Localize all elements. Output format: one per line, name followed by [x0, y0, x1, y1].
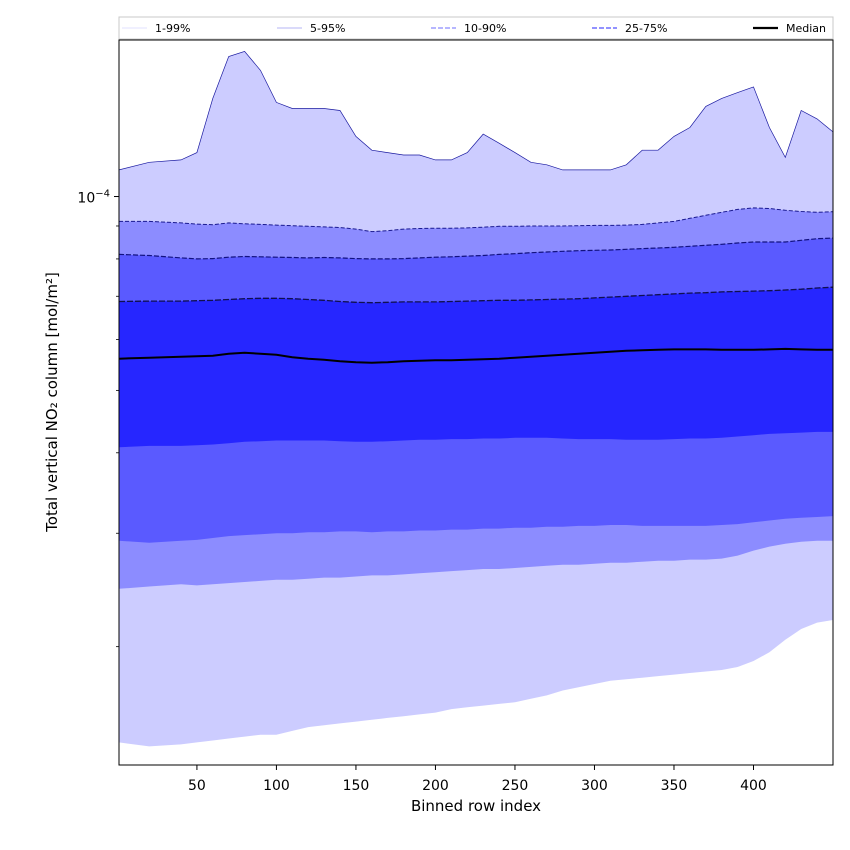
legend: 1-99% 5-95% 10-90% 25-75% Median	[118, 16, 834, 40]
line-p95	[119, 207, 833, 233]
y-axis-label: Total vertical NO₂ column [mol/m²]	[43, 272, 61, 533]
x-tick-label: 350	[661, 778, 688, 794]
x-axis-ticks: 50 100 150 200 250 300 350 400	[188, 765, 767, 794]
plot-frame	[118, 39, 834, 766]
legend-item: 10-90%	[431, 22, 506, 35]
legend-item: 25-75%	[592, 22, 667, 35]
legend-box	[118, 16, 834, 40]
x-tick-label: 400	[740, 778, 767, 794]
x-tick-label: 150	[343, 778, 370, 794]
percentile-bands	[119, 51, 833, 747]
line-p90	[119, 237, 833, 260]
legend-item: 1-99%	[122, 22, 190, 35]
legend-label: Median	[786, 22, 826, 35]
x-tick-label: 250	[502, 778, 529, 794]
legend-item: 5-95%	[277, 22, 345, 35]
y-axis-ticks: 10−4	[77, 189, 119, 648]
y-tick-label: 10−4	[77, 189, 110, 207]
legend-label: 25-75%	[625, 22, 667, 35]
percentile-lines	[119, 50, 833, 364]
line-p99	[119, 50, 833, 171]
line-p75	[119, 286, 833, 304]
legend-label: 5-95%	[310, 22, 345, 35]
legend-label: 10-90%	[464, 22, 506, 35]
x-tick-label: 300	[581, 778, 608, 794]
x-tick-label: 100	[263, 778, 290, 794]
legend-label: 1-99%	[155, 22, 190, 35]
legend-item: Median	[753, 22, 826, 35]
band-25-75	[119, 287, 833, 448]
line-median	[119, 347, 833, 364]
x-tick-label: 200	[422, 778, 449, 794]
x-axis-label: Binned row index	[411, 797, 541, 815]
x-tick-label: 50	[188, 778, 206, 794]
